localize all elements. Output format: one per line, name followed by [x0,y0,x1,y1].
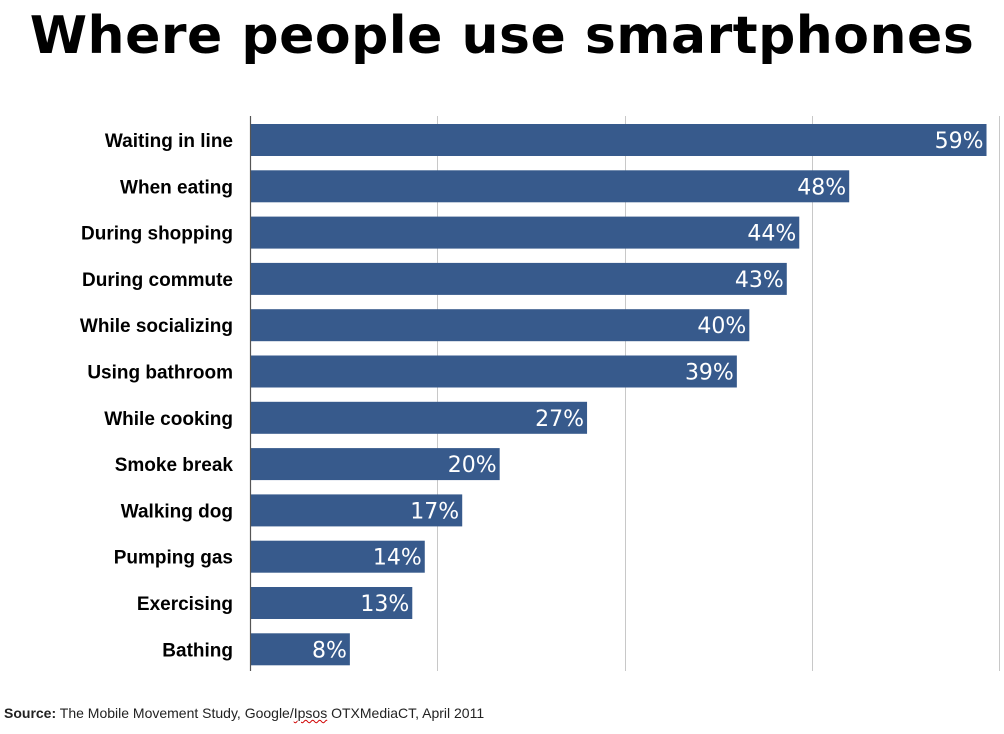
bar-3 [250,262,787,295]
bar-4 [250,309,750,342]
bar-5 [250,355,737,388]
category-label-9: Pumping gas [114,548,233,569]
value-label-7: 20% [448,453,497,478]
bar-6 [250,401,588,434]
bar-8 [250,494,463,527]
category-label-0: Waiting in line [105,131,233,152]
bar-10 [250,587,413,619]
category-label-8: Walking dog [121,501,233,522]
value-label-8: 17% [410,499,459,524]
bar-chart: Waiting in line 59% When eating 48% During s… [80,116,1000,671]
value-label-10: 13% [360,592,409,617]
category-label-7: Smoke break [115,455,234,476]
category-label-11: Bathing [162,640,233,661]
value-label-11: 8% [312,638,347,663]
category-label-10: Exercising [137,594,233,615]
category-label-1: When eating [120,177,233,198]
chart-title: Where people use smartphones [29,6,975,66]
value-label-4: 40% [697,314,746,339]
bar-9 [250,540,425,573]
source-text-before: The Mobile Movement Study, Google/ [59,705,294,721]
category-label-4: While socializing [80,316,233,337]
value-label-5: 39% [685,361,734,386]
value-label-9: 14% [373,546,422,571]
value-label-6: 27% [535,407,584,432]
source-note: Source: The Mobile Movement Study, Googl… [4,705,484,721]
value-label-1: 48% [797,175,846,200]
category-label-5: Using bathroom [87,363,233,384]
category-label-2: During shopping [81,224,233,245]
category-label-6: While cooking [104,409,233,430]
value-label-3: 43% [735,268,784,293]
bar-2 [250,216,800,249]
source-misspelled-word: Ipsos [293,705,328,721]
bar-0 [250,124,987,156]
source-label: Source: [4,705,57,721]
category-label-3: During commute [82,270,233,291]
source-text-after: OTXMediaCT, April 2011 [327,705,485,721]
bar-7 [250,448,500,481]
bar-11 [250,633,350,666]
bar-1 [250,170,850,203]
value-label-2: 44% [747,222,796,247]
value-label-0: 59% [935,129,984,154]
